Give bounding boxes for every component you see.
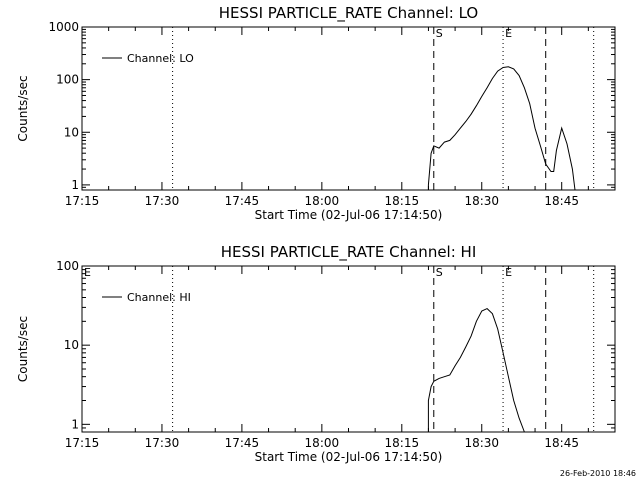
y-tick-label: 100 xyxy=(56,73,79,87)
x-tick-label: 18:15 xyxy=(385,436,420,450)
legend-label: Channel: LO xyxy=(127,52,194,65)
y-tick-label: 100 xyxy=(56,259,79,273)
marker-label: S xyxy=(436,266,443,279)
x-axis-label: Start Time (02-Jul-06 17:14:50) xyxy=(255,208,443,222)
x-tick-label: 18:45 xyxy=(544,194,579,208)
x-tick-label: 17:45 xyxy=(225,194,260,208)
y-tick-label: 10 xyxy=(64,338,79,352)
y-axis-label: Counts/sec xyxy=(16,316,30,382)
marker-label: E xyxy=(505,27,512,40)
marker-label: S xyxy=(436,27,443,40)
data-series-line xyxy=(427,308,525,433)
data-series-line xyxy=(427,66,576,191)
x-tick-label: 18:00 xyxy=(305,436,340,450)
chart-title: HESSI PARTICLE_RATE Channel: HI xyxy=(221,243,477,262)
y-axis-label: Counts/sec xyxy=(16,75,30,141)
x-tick-label: 18:00 xyxy=(305,194,340,208)
x-tick-label: 17:15 xyxy=(65,436,100,450)
chart-title: HESSI PARTICLE_RATE Channel: LO xyxy=(219,4,478,23)
legend-label: Channel: HI xyxy=(127,291,191,304)
x-tick-label: 17:30 xyxy=(145,194,180,208)
y-tick-label: 1 xyxy=(71,417,79,431)
y-tick-label: 10 xyxy=(64,125,79,139)
x-tick-label: 18:15 xyxy=(385,194,420,208)
marker-label: E xyxy=(84,266,91,279)
x-tick-label: 17:45 xyxy=(225,436,260,450)
x-tick-label: 18:45 xyxy=(544,436,579,450)
x-tick-label: 17:30 xyxy=(145,436,180,450)
marker-label: E xyxy=(505,266,512,279)
x-axis-label: Start Time (02-Jul-06 17:14:50) xyxy=(255,450,443,464)
footer-timestamp: 26-Feb-2010 18:46 xyxy=(560,469,636,478)
x-tick-label: 17:15 xyxy=(65,194,100,208)
x-tick-label: 18:30 xyxy=(464,436,499,450)
y-tick-label: 1 xyxy=(71,178,79,192)
x-tick-label: 18:30 xyxy=(464,194,499,208)
y-tick-label: 1000 xyxy=(48,20,79,34)
